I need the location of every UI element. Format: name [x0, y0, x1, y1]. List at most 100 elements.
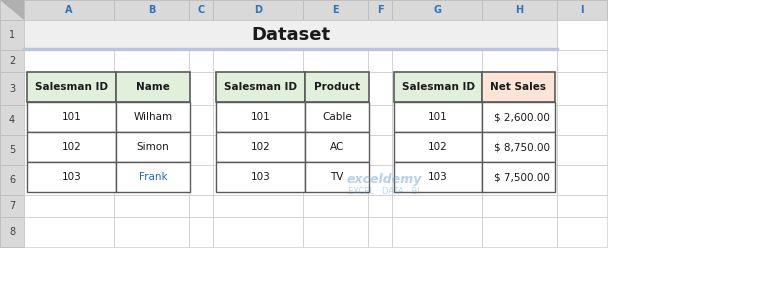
Bar	[303, 135, 368, 165]
Bar	[213, 72, 303, 105]
Bar	[557, 105, 607, 135]
Bar	[305, 102, 369, 132]
Text: 7: 7	[9, 201, 15, 211]
Bar	[189, 195, 213, 217]
Bar	[392, 135, 482, 165]
Bar	[303, 72, 368, 105]
Bar	[0, 50, 24, 72]
Bar	[216, 72, 305, 102]
Bar	[189, 50, 213, 72]
Bar	[114, 135, 189, 165]
Bar	[482, 132, 555, 162]
Bar	[303, 195, 368, 217]
Text: $ 8,750.00: $ 8,750.00	[494, 142, 550, 152]
Bar	[24, 135, 114, 165]
Text: TV: TV	[330, 172, 344, 182]
Bar	[368, 135, 392, 165]
Text: Cable: Cable	[322, 112, 352, 122]
Bar	[394, 72, 482, 102]
Text: 3: 3	[9, 84, 15, 93]
Bar	[0, 217, 24, 247]
Bar	[213, 20, 303, 50]
Bar	[482, 105, 557, 135]
Text: 103: 103	[61, 172, 81, 182]
Bar	[394, 102, 482, 132]
Text: 8: 8	[9, 227, 15, 237]
Text: F: F	[376, 5, 383, 15]
Text: $ 7,500.00: $ 7,500.00	[494, 172, 550, 182]
Bar	[303, 50, 368, 72]
Bar	[0, 105, 24, 135]
Text: 102: 102	[61, 142, 81, 152]
Bar	[0, 20, 24, 50]
Bar	[368, 72, 392, 105]
Text: 1: 1	[9, 30, 15, 40]
Bar	[557, 217, 607, 247]
Bar	[213, 195, 303, 217]
Bar	[114, 165, 189, 195]
Text: Salesman ID: Salesman ID	[35, 82, 108, 92]
Bar	[392, 165, 482, 195]
Bar	[557, 50, 607, 72]
Bar	[392, 195, 482, 217]
Text: 101: 101	[428, 112, 448, 122]
Bar	[0, 165, 24, 195]
Bar	[368, 217, 392, 247]
Bar	[482, 72, 555, 102]
Text: 6: 6	[9, 175, 15, 185]
Bar	[114, 105, 189, 135]
Bar	[482, 165, 557, 195]
Text: 5: 5	[9, 145, 15, 155]
Bar	[27, 132, 116, 162]
Text: Salesman ID: Salesman ID	[224, 82, 297, 92]
Bar	[303, 0, 368, 20]
Bar	[303, 20, 368, 50]
Bar	[216, 132, 305, 162]
Bar	[394, 162, 482, 192]
Bar	[114, 0, 189, 20]
Text: 4: 4	[9, 115, 15, 125]
Text: Simon: Simon	[137, 142, 170, 152]
Bar	[482, 72, 557, 105]
Bar	[368, 50, 392, 72]
Bar	[24, 0, 114, 20]
Bar	[116, 72, 190, 102]
Bar	[392, 72, 482, 105]
Bar	[114, 195, 189, 217]
Text: 102: 102	[250, 142, 270, 152]
Bar	[482, 20, 557, 50]
Bar	[392, 50, 482, 72]
Bar	[368, 165, 392, 195]
Bar	[557, 195, 607, 217]
Bar	[114, 217, 189, 247]
Text: Frank: Frank	[139, 172, 167, 182]
Bar	[557, 165, 607, 195]
Bar	[482, 50, 557, 72]
Bar	[368, 105, 392, 135]
Bar	[213, 165, 303, 195]
Text: $ 2,600.00: $ 2,600.00	[494, 112, 550, 122]
Bar	[213, 105, 303, 135]
Text: 2: 2	[9, 56, 15, 66]
Bar	[213, 217, 303, 247]
Text: E: E	[333, 5, 339, 15]
Text: 102: 102	[428, 142, 448, 152]
Text: Wilham: Wilham	[134, 112, 173, 122]
Bar	[189, 105, 213, 135]
Bar	[24, 105, 114, 135]
Text: D: D	[254, 5, 262, 15]
Bar	[0, 195, 24, 217]
Bar	[392, 105, 482, 135]
Text: AC: AC	[329, 142, 344, 152]
Bar	[24, 195, 114, 217]
Bar	[303, 105, 368, 135]
Text: 103: 103	[428, 172, 448, 182]
Bar	[557, 135, 607, 165]
Text: A: A	[65, 5, 73, 15]
Bar	[482, 195, 557, 217]
Text: B: B	[147, 5, 155, 15]
Bar	[114, 72, 189, 105]
Text: EXCEL · DATA · BI: EXCEL · DATA · BI	[348, 186, 420, 196]
Text: 101: 101	[250, 112, 270, 122]
Text: Dataset: Dataset	[251, 26, 330, 44]
